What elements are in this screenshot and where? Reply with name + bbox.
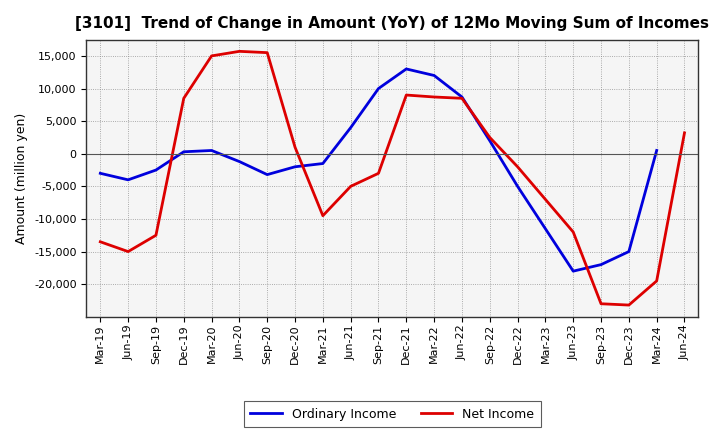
Net Income [680, 130, 689, 136]
Net Income [318, 213, 327, 218]
Ordinary Income [430, 73, 438, 78]
Net Income [152, 233, 161, 238]
Net Income [263, 50, 271, 55]
Ordinary Income [541, 226, 550, 231]
Ordinary Income [235, 159, 243, 164]
Net Income [597, 301, 606, 306]
Ordinary Income [96, 171, 104, 176]
Ordinary Income [485, 138, 494, 143]
Net Income [207, 53, 216, 59]
Ordinary Income [458, 94, 467, 99]
Net Income [569, 229, 577, 235]
Net Income [124, 249, 132, 254]
Net Income [346, 184, 355, 189]
Net Income [624, 302, 633, 308]
Ordinary Income [152, 167, 161, 172]
Line: Net Income: Net Income [100, 51, 685, 305]
Ordinary Income [207, 148, 216, 153]
Net Income [652, 278, 661, 283]
Ordinary Income [291, 164, 300, 169]
Ordinary Income [624, 249, 633, 254]
Ordinary Income [513, 184, 522, 189]
Y-axis label: Amount (million yen): Amount (million yen) [16, 113, 29, 244]
Ordinary Income [263, 172, 271, 177]
Net Income [235, 49, 243, 54]
Net Income [430, 94, 438, 99]
Ordinary Income [318, 161, 327, 166]
Legend: Ordinary Income, Net Income: Ordinary Income, Net Income [244, 401, 541, 427]
Net Income [291, 145, 300, 150]
Ordinary Income [597, 262, 606, 267]
Ordinary Income [569, 268, 577, 274]
Net Income [179, 95, 188, 101]
Net Income [485, 135, 494, 140]
Net Income [96, 239, 104, 245]
Line: Ordinary Income: Ordinary Income [100, 69, 657, 271]
Net Income [374, 171, 383, 176]
Net Income [402, 92, 410, 98]
Ordinary Income [652, 148, 661, 153]
Ordinary Income [124, 177, 132, 183]
Net Income [458, 95, 467, 101]
Ordinary Income [374, 86, 383, 91]
Net Income [513, 164, 522, 169]
Net Income [541, 197, 550, 202]
Title: [3101]  Trend of Change in Amount (YoY) of 12Mo Moving Sum of Incomes: [3101] Trend of Change in Amount (YoY) o… [76, 16, 709, 32]
Ordinary Income [346, 125, 355, 130]
Ordinary Income [179, 149, 188, 154]
Ordinary Income [402, 66, 410, 72]
